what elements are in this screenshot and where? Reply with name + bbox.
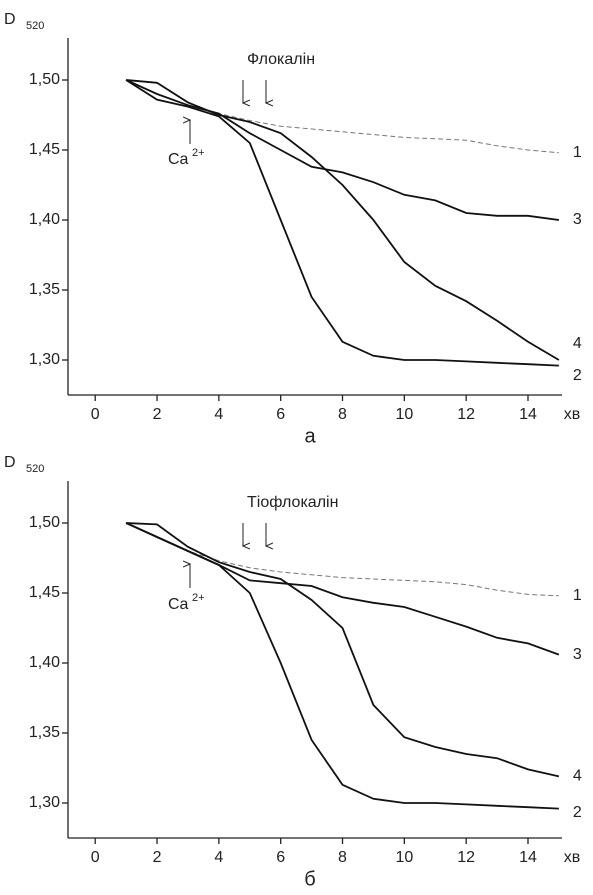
curve-label: 1 bbox=[573, 587, 582, 604]
ion-label: Ca bbox=[168, 151, 189, 168]
curve-label: 4 bbox=[573, 768, 582, 785]
y-tick-label: 1,50 bbox=[29, 71, 60, 88]
x-tick-label: 8 bbox=[338, 406, 347, 423]
x-tick-label: 10 bbox=[395, 849, 413, 866]
x-tick-label: 12 bbox=[457, 849, 475, 866]
y-axis-label-sub: 520 bbox=[26, 20, 44, 32]
x-tick-label: 2 bbox=[153, 406, 162, 423]
curve bbox=[125, 522, 559, 597]
y-axis-label: D bbox=[4, 11, 16, 28]
curve bbox=[125, 79, 560, 221]
y-tick-label: 1,45 bbox=[29, 141, 60, 158]
curve-label: 4 bbox=[573, 335, 582, 352]
panel-label: б bbox=[304, 868, 315, 890]
x-tick-label: 8 bbox=[338, 849, 347, 866]
x-tick-label: 6 bbox=[276, 406, 285, 423]
curve-label: 3 bbox=[573, 211, 582, 228]
curve-label: 2 bbox=[573, 367, 582, 384]
y-tick-label: 1,45 bbox=[29, 584, 60, 601]
y-tick-label: 1,35 bbox=[29, 281, 60, 298]
curve bbox=[126, 79, 560, 361]
x-tick-label: 14 bbox=[519, 849, 537, 866]
ion-charge: 2+ bbox=[192, 147, 205, 159]
x-tick-label: 0 bbox=[91, 406, 100, 423]
y-tick-label: 1,35 bbox=[29, 724, 60, 741]
y-tick-label: 1,50 bbox=[29, 514, 60, 531]
x-tick-label: 0 bbox=[91, 849, 100, 866]
curve bbox=[125, 79, 559, 154]
x-axis-label: хв bbox=[564, 406, 581, 423]
x-tick-label: 14 bbox=[519, 406, 537, 423]
x-tick-label: 2 bbox=[153, 849, 162, 866]
curve-label: 1 bbox=[573, 144, 582, 161]
annotation: Флокалін bbox=[247, 51, 315, 68]
curve-label: 2 bbox=[573, 804, 582, 821]
y-tick-label: 1,30 bbox=[29, 351, 60, 368]
y-axis-label-sub: 520 bbox=[26, 463, 44, 475]
y-tick-label: 1,40 bbox=[29, 211, 60, 228]
y-tick-label: 1,40 bbox=[29, 654, 60, 671]
curve bbox=[126, 522, 560, 778]
annotation: Тіофлокалін bbox=[247, 494, 338, 511]
x-tick-label: 4 bbox=[214, 406, 223, 423]
curve bbox=[125, 79, 559, 367]
ion-charge: 2+ bbox=[192, 592, 205, 604]
x-tick-label: 12 bbox=[457, 406, 475, 423]
curve-label: 3 bbox=[573, 646, 582, 663]
ion-label: Ca bbox=[168, 596, 189, 613]
panel-label: а bbox=[304, 425, 316, 447]
y-axis-label: D bbox=[4, 454, 16, 471]
y-tick-label: 1,30 bbox=[29, 794, 60, 811]
curve bbox=[125, 522, 560, 656]
x-axis-label: хв bbox=[564, 849, 581, 866]
curve bbox=[125, 522, 559, 810]
x-tick-label: 6 bbox=[276, 849, 285, 866]
x-tick-label: 10 bbox=[395, 406, 413, 423]
x-tick-label: 4 bbox=[214, 849, 223, 866]
